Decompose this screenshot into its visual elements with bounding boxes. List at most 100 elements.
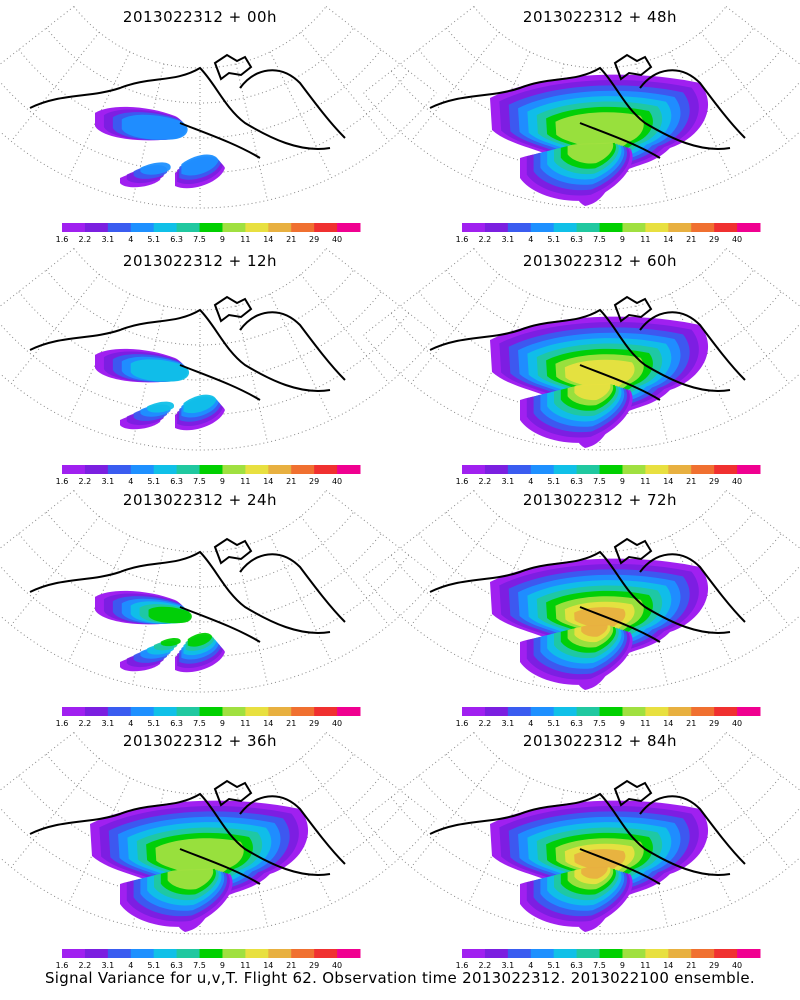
coastline: [29, 792, 346, 885]
colorbar-swatch: [737, 707, 761, 716]
colorbar-swatch: [222, 223, 246, 232]
colorbar-swatch: [84, 223, 109, 232]
colorbar-swatch: [222, 707, 246, 716]
map-panel-60h: 1.6 2.2 3.1 4 5.1 6.3 7.5 9 11 14 21 29 40: [363, 248, 800, 486]
coastline: [29, 550, 346, 643]
colorbar-label: 2.2: [79, 961, 92, 970]
colorbar-swatch: [62, 465, 86, 474]
colorbar-swatch: [153, 223, 178, 232]
meridian-line: [235, 305, 268, 443]
latitude-line: [45, 269, 355, 346]
colorbar-label: 4: [528, 477, 533, 486]
colorbar-swatch: [622, 707, 646, 716]
colorbar-swatch: [484, 465, 509, 474]
colorbar-swatch: [176, 707, 201, 716]
figure-caption: Signal Variance for u,v,T. Flight 62. Ob…: [44, 969, 756, 987]
colorbar-label: 3.1: [501, 235, 514, 244]
arctic-islands: [213, 537, 253, 565]
arctic-islands: [613, 53, 653, 81]
colorbar-label: 6.3: [170, 961, 183, 970]
map-panel-84h: 1.6 2.2 3.1 4 5.1 6.3 7.5 9 11 14 21 29 40: [363, 732, 800, 970]
colorbar-label: 40: [732, 477, 742, 486]
variance-contour: [187, 632, 213, 647]
colorbar-swatch: [337, 223, 361, 232]
panel-title-24h: 2013022312 + 24h: [122, 491, 278, 509]
meridian-line: [635, 305, 668, 443]
colorbar-label: 4: [528, 235, 533, 244]
meridian-line: [669, 777, 732, 904]
meridian-line: [468, 293, 531, 420]
meridian-line: [300, 758, 390, 868]
meridian-line: [325, 248, 437, 336]
colorbar-label: 1.6: [456, 235, 469, 244]
coastline: [29, 308, 346, 401]
colorbar-swatch: [268, 223, 292, 232]
colorbar-label: 5.1: [147, 719, 160, 728]
colorbar-label: 6.3: [170, 719, 183, 728]
meridian-line: [10, 32, 100, 142]
meridian-line: [363, 732, 475, 820]
colorbar-label: 11: [240, 235, 250, 244]
meridian-line: [325, 490, 437, 578]
colorbar-label: 2.2: [79, 477, 92, 486]
colorbar-swatch: [199, 949, 223, 958]
colorbar-swatch: [291, 223, 315, 232]
colorbar-swatch: [553, 949, 578, 958]
map-panel-72h: 1.6 2.2 3.1 4 5.1 6.3 7.5 9 11 14 21 29 40: [363, 490, 800, 728]
map-panel-0h: 1.6 2.2 3.1 4 5.1 6.3 7.5 9 11 14 21 29 40: [0, 6, 437, 244]
colorbar-swatch: [314, 707, 338, 716]
arctic-islands: [613, 537, 653, 565]
variance-contour: [140, 162, 171, 175]
colorbar-swatch: [462, 707, 486, 716]
coastline: [429, 308, 746, 401]
colorbar-swatch: [668, 707, 692, 716]
meridian-line: [410, 758, 500, 868]
colorbar-label: 11: [240, 961, 250, 970]
latitude-line: [473, 248, 727, 311]
colorbar-swatch: [737, 949, 761, 958]
colorbar-swatch: [314, 949, 338, 958]
colorbar-label: 9: [220, 477, 225, 486]
colorbar-swatch: [291, 949, 315, 958]
variance-contour: [581, 624, 608, 637]
colorbar-swatch: [245, 949, 269, 958]
panel-title-60h: 2013022312 + 60h: [522, 252, 678, 270]
colorbar-swatch: [337, 707, 361, 716]
colorbar-label: 1.6: [56, 477, 69, 486]
colorbar-swatch: [599, 465, 623, 474]
latitude-line: [18, 533, 382, 623]
meridian-line: [363, 248, 475, 336]
colorbar-label: 21: [286, 961, 296, 970]
colorbar-label: 21: [686, 235, 696, 244]
colorbar-swatch: [199, 707, 223, 716]
colorbar-label: 29: [709, 719, 719, 728]
colorbar-swatch: [530, 949, 555, 958]
latitude-line: [363, 92, 800, 209]
colorbar-swatch: [245, 223, 269, 232]
colorbar-label: 29: [709, 961, 719, 970]
colorbar-label: 3.1: [501, 961, 514, 970]
colorbar-swatch: [268, 465, 292, 474]
colorbar-swatch: [576, 949, 601, 958]
colorbar-swatch: [462, 465, 486, 474]
colorbar-label: 21: [686, 961, 696, 970]
colorbar-label: 29: [309, 235, 319, 244]
colorbar-swatch: [245, 707, 269, 716]
meridian-line: [700, 758, 790, 868]
colorbar-label: 11: [240, 719, 250, 728]
meridian-line: [235, 63, 268, 201]
colorbar-label: 2.2: [479, 961, 492, 970]
latitude-line: [73, 732, 327, 795]
meridian-line: [300, 274, 390, 384]
colorbar-swatch: [107, 707, 132, 716]
colorbar-swatch: [714, 949, 738, 958]
colorbar-swatch: [176, 949, 201, 958]
colorbar-swatch: [530, 223, 555, 232]
latitude-line: [0, 92, 437, 209]
colorbar-label: 7.5: [593, 719, 606, 728]
colorbar-label: 3.1: [501, 719, 514, 728]
meridian-line: [269, 777, 332, 904]
colorbar-label: 7.5: [193, 235, 206, 244]
meridian-line: [700, 32, 790, 142]
meridian-line: [68, 777, 131, 904]
